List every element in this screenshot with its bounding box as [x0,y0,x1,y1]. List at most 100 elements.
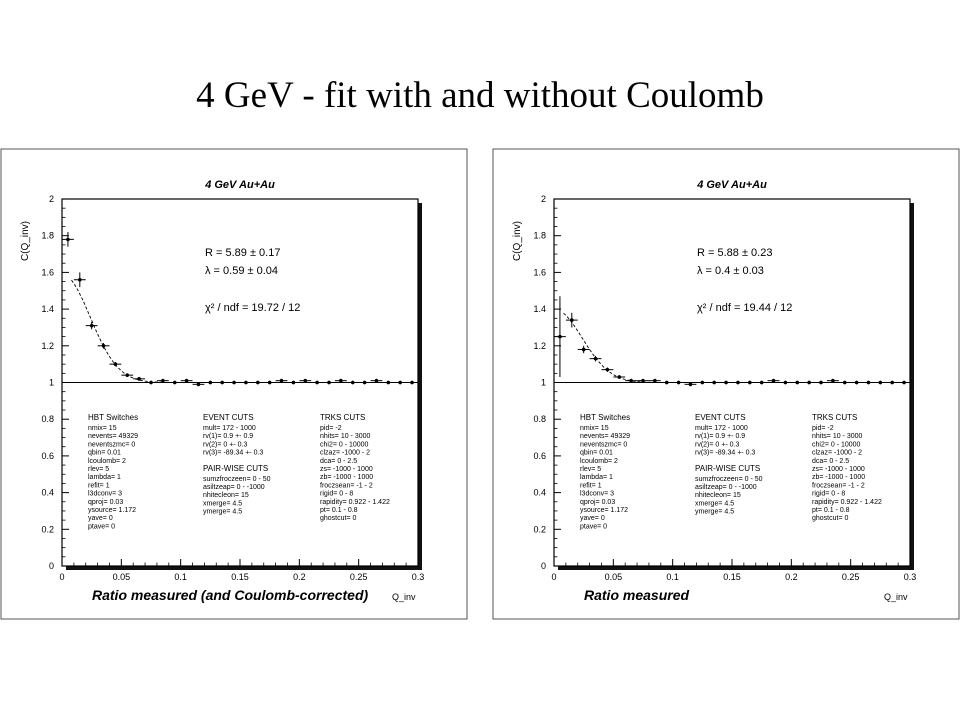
point-marker [291,380,296,385]
data-point [121,373,134,377]
point-marker [605,367,610,372]
fit-chi2-label: χ² / ndf = 19.44 / 12 [697,302,792,314]
point-marker [890,380,894,385]
point-marker [78,277,82,282]
point-marker [617,375,622,379]
point-marker [748,380,752,385]
y-tick-label: 1.6 [533,267,546,277]
point-marker [66,237,70,242]
point-marker [866,380,871,385]
point-marker [279,378,284,383]
point-marker [208,380,213,385]
y-tick-label: 0 [49,561,54,571]
data-point [251,380,264,385]
info-line-hbt: qproj= 0.03 [88,499,123,506]
info-line-hbt: nevents= 49329 [88,433,138,440]
x-tick-label: 0.2 [785,572,798,582]
info-line-hbt: nmix= 15 [580,425,609,432]
data-point [565,312,578,328]
y-tick-label: 0.4 [41,488,54,498]
data-point [803,380,816,385]
data-point [311,380,324,385]
y-tick-label: 1.4 [41,304,54,314]
data-point [648,378,661,383]
info-line-track: pid= -2 [320,425,342,432]
point-marker [303,378,308,383]
info-line-track: zs= -1000 - 1000 [812,466,865,473]
point-marker [641,378,645,383]
info-line-track: dca= 0 - 2.5 [812,458,849,465]
x-tick-label: 0.3 [904,572,917,582]
point-marker [161,378,165,383]
data-point [886,380,899,385]
chart-panel-right: 4 GeV Au+Au 0 0.2 0.4 0.6 0.8 1 1.2 1.4 1.6 1.8 2 0 0… [492,148,960,620]
data-point [577,345,590,354]
info-line-track: ghostcut= 0 [320,515,356,522]
point-marker [267,380,272,385]
info-line-track: chi2= 0 - 10000 [812,441,861,448]
data-point [73,272,86,288]
info-line-track: clzaz= -1000 - 2 [320,450,370,457]
slide-title: 4 GeV - fit with and without Coulomb [196,75,764,116]
data-point [708,380,721,385]
info-line-track: clzaz= -1000 - 2 [812,450,862,457]
plot-title: 4 GeV Au+Au [204,179,275,191]
point-marker [374,378,379,383]
data-point [838,380,851,385]
point-marker [581,347,586,352]
info-line-track: rapidity= 0.922 - 1.422 [320,499,390,506]
info-line-track: pt= 0.1 - 0.8 [320,507,358,514]
data-point [216,380,229,385]
point-marker [327,380,331,385]
x-tick-label: 0 [59,572,64,582]
point-marker [350,380,355,385]
info-line-hbt: rlev= 5 [88,466,109,473]
x-tick-label: 0.2 [293,572,306,582]
point-marker [244,380,248,385]
data-point [684,382,697,387]
point-marker [113,362,118,366]
info-line-track: rigid= 0 - 8 [812,491,845,498]
data-point [732,380,744,385]
point-marker [89,323,94,328]
y-tick-label: 0.8 [41,414,54,424]
data-point [554,296,566,377]
y-tick-label: 1.4 [533,304,546,314]
info-line-hbt: ptave= 0 [580,523,607,530]
x-tick-label: 0.1 [666,572,679,582]
info-line-hbt: ysource= 1.172 [580,507,628,514]
info-line-event: rv(2)= 0 +- 0.3 [695,441,739,448]
y-tick-label: 2 [49,194,54,204]
plot-title: 4 GeV Au+Au [696,179,767,191]
info-line-hbt: lambda= 1 [88,474,121,481]
data-point [779,380,792,385]
data-point [862,380,875,385]
info-line-hbt: qproj= 0.03 [580,499,615,506]
data-point [62,232,74,247]
y-tick-label: 0.6 [41,451,54,461]
info-line-hbt: lambda= 1 [580,474,613,481]
info-line-pair: asiltzeap= 0 - -1000 [203,484,265,491]
data-point [346,380,359,385]
info-line-hbt: neventszmc= 0 [88,441,135,448]
data-point [791,380,804,385]
info-line-track: rigid= 0 - 8 [320,491,353,498]
x-axis-label: Ratio measured (and Coulomb-corrected) [92,587,368,603]
point-marker [398,380,403,385]
info-line-track: zb= -1000 - 1000 [812,474,865,481]
data-point [168,380,181,385]
point-marker [664,380,669,385]
point-marker [255,380,260,385]
point-marker [172,380,177,385]
point-marker [902,380,906,385]
data-point [672,380,685,385]
point-marker [712,380,716,385]
info-line-event: rv(1)= 0.9 +- 0.9 [695,433,745,440]
point-marker [831,378,835,383]
point-marker [593,356,598,361]
info-line-hbt: l3dconv= 3 [88,491,122,498]
info-line-track: zb= -1000 - 1000 [320,474,373,481]
data-point [637,378,649,383]
y-tick-label: 1.8 [41,231,54,241]
info-line-track: nhits= 10 - 3000 [320,433,371,440]
